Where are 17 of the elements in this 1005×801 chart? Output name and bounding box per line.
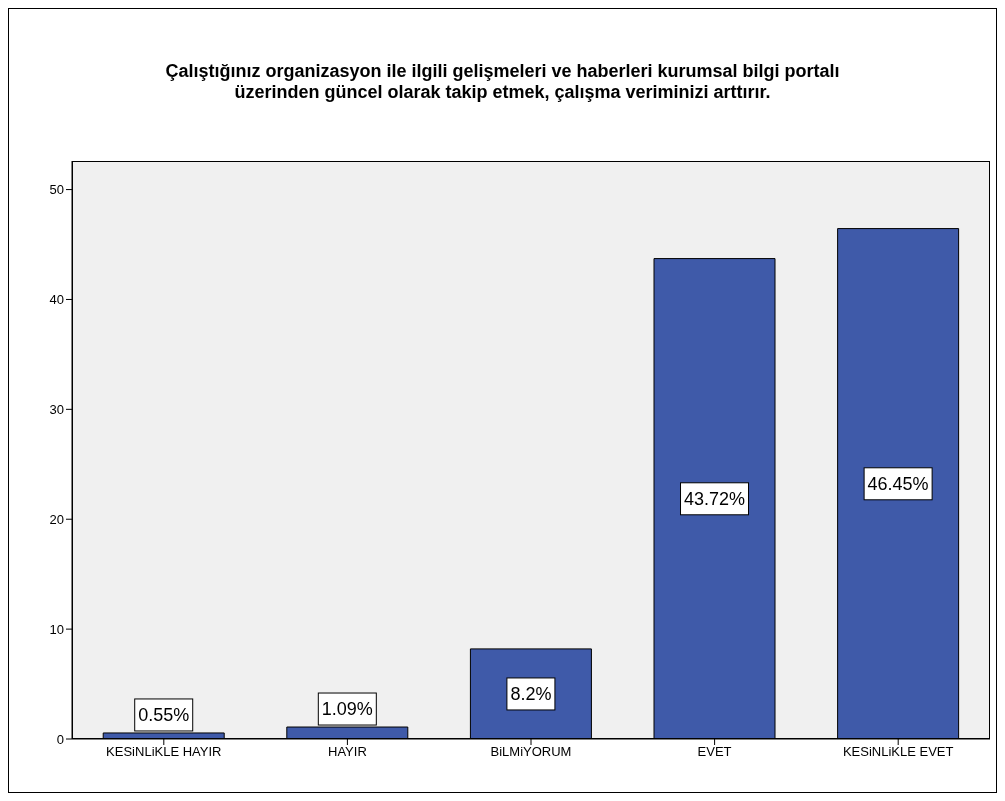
data-label: 1.09% <box>321 699 373 720</box>
x-tick-label: KESiNLiKLE HAYIR <box>106 744 222 760</box>
data-label: 46.45% <box>867 473 929 494</box>
y-tick-label: 30 <box>49 401 64 417</box>
data-label: 43.72% <box>683 488 746 509</box>
y-tick-label: 20 <box>49 511 64 527</box>
y-tick-label: 0 <box>56 731 64 747</box>
x-tick-label: BiLMiYORUM <box>490 744 572 760</box>
x-tick-label: EVET <box>697 744 732 760</box>
chart-title: Çalıştığınız organizasyon ile ilgili gelişmeleri ve haberleri kurumsal bilgi portalı üzerinden güncel olarak takip etmek, çalışma veriminizi arttırır. <box>164 60 841 104</box>
y-tick-label: 40 <box>49 292 64 308</box>
x-tick-label: HAYIR <box>328 744 367 760</box>
data-label: 8.2% <box>510 683 552 704</box>
y-tick-label: 50 <box>49 182 64 198</box>
data-label: 0.55% <box>138 704 190 725</box>
y-tick-label: 10 <box>49 621 64 637</box>
x-tick-label: KESiNLiKLE EVET <box>842 744 954 760</box>
